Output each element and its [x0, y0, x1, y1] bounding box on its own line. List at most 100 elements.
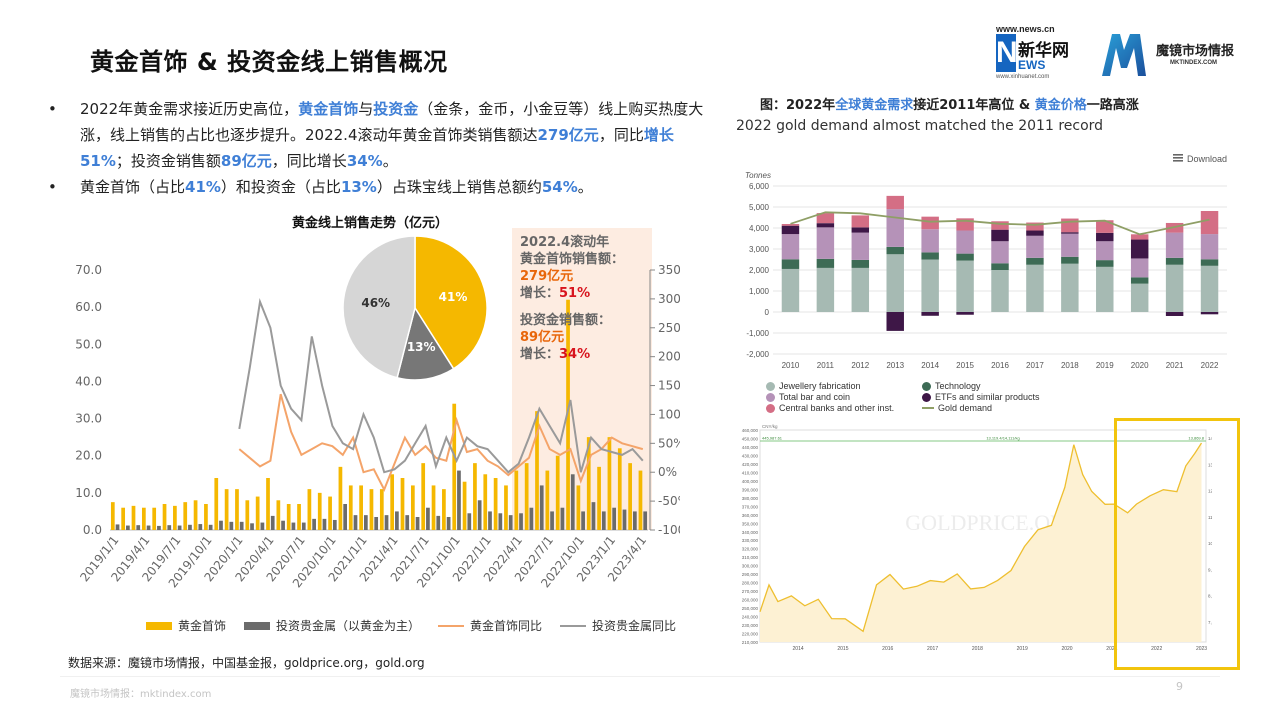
y-tick-label: 6,000 — [749, 182, 770, 191]
y-left-tick-label: 250,000 — [742, 606, 759, 611]
bar-bar-coin — [1026, 235, 1044, 258]
jewelry-bar — [504, 485, 508, 530]
investment-bar — [601, 511, 606, 530]
download-button[interactable]: Download — [1173, 154, 1227, 164]
jewelry-bar — [628, 463, 632, 530]
bar-central-banks — [1026, 222, 1044, 231]
jewelry-bar — [141, 507, 146, 530]
bar-bar-coin — [1096, 241, 1114, 261]
legend-gold-demand: Gold demand — [922, 403, 992, 413]
y-tick-label: 0 — [765, 308, 770, 317]
legend-investment-yoy: 投资贵金属同比 — [560, 617, 676, 634]
jewelry-bar — [121, 507, 126, 530]
investment-bar — [570, 474, 575, 530]
jewelry-bar — [535, 411, 539, 530]
investment-bar — [446, 517, 451, 530]
y-left-tick-label: 210,000 — [742, 640, 759, 645]
y-left-tick-label: 400,000 — [742, 479, 759, 484]
jewelry-bar — [359, 485, 363, 530]
bar-etf — [1026, 230, 1044, 236]
x-tick-label: 2022 — [1151, 646, 1162, 652]
menu-icon — [1173, 154, 1183, 156]
y-left-tick-label: 420,000 — [742, 462, 759, 467]
y-left-tick-label: 240,000 — [742, 615, 759, 620]
y-right-tick-label: 13,000 — [1208, 462, 1212, 467]
investment-bar — [612, 507, 617, 530]
y-left-tick-label: 40.0 — [75, 374, 102, 388]
y-right-tick-label: 10,000 — [1208, 541, 1212, 546]
x-tick-label: 2019 — [1096, 361, 1114, 370]
legend-bar-coin: Total bar and coin — [766, 392, 850, 402]
jewelry-bar — [638, 470, 643, 530]
bar-bar-coin — [816, 227, 835, 259]
legend-swatch — [766, 392, 775, 402]
investment-bar — [250, 523, 254, 530]
y-left-tick-label: 30.0 — [75, 412, 102, 426]
legend-swatch — [560, 624, 587, 627]
bar-bar-coin — [851, 232, 870, 260]
bar-etf — [921, 312, 939, 316]
y-left-tick-label: 430,000 — [742, 453, 759, 458]
y-left-tick-label: 220,000 — [742, 632, 759, 637]
investment-bar — [374, 517, 379, 530]
jewelry-bar — [545, 470, 550, 530]
menu-icon — [1173, 157, 1183, 159]
bar-jewellery — [991, 270, 1009, 312]
pie-slice-label: 13% — [407, 340, 436, 354]
jewelry-bar — [255, 496, 260, 530]
investment-bar — [167, 525, 172, 530]
investment-bar — [291, 522, 296, 530]
bar-jewellery — [956, 260, 974, 312]
x-tick-label: 2016 — [882, 646, 893, 652]
price-line — [759, 442, 1203, 633]
chart-legend: 黄金首饰 投资贵金属（以黄金为主） 黄金首饰同比 投资贵金属同比 — [146, 617, 676, 634]
investment-bar — [260, 522, 265, 530]
right-figure-subtitle: 2022 gold demand almost matched the 2011… — [736, 118, 1104, 134]
bar-bar-coin — [781, 234, 800, 260]
xinhua-logo: www.news.cn N 新华网 EWS www.xinhuanet.com — [996, 24, 1069, 80]
jewelry-bar — [410, 485, 415, 530]
investment-bar — [539, 485, 544, 530]
bar-bar-coin — [1200, 234, 1219, 260]
bar-technology — [781, 259, 800, 269]
y-right-tick-label: 250% — [658, 321, 680, 335]
investment-bar — [457, 470, 461, 530]
investment-bar — [529, 507, 534, 530]
y-right-tick-label: 100% — [658, 407, 680, 421]
bar-technology — [956, 253, 974, 261]
jewelry-bar — [483, 474, 488, 530]
investment-bar — [115, 524, 120, 530]
y-right-tick-label: 300% — [658, 292, 680, 306]
x-tick-label: 2015 — [837, 646, 848, 652]
y-right-tick-label: -50% — [658, 494, 680, 508]
y-tick-label: -2,000 — [746, 350, 769, 359]
bar-jewellery — [1130, 283, 1149, 312]
bar-central-banks — [991, 221, 1009, 230]
investment-bar — [146, 525, 151, 530]
y-right-tick-label: 50% — [658, 436, 680, 450]
investment-bar — [219, 520, 223, 530]
y-left-tick-label: 340,000 — [742, 530, 759, 535]
download-label: Download — [1187, 154, 1227, 164]
jewelry-bar — [338, 466, 343, 530]
y-left-tick-label: 320,000 — [742, 547, 759, 552]
y-left-tick-label: 360,000 — [742, 513, 759, 518]
pie-slice — [396, 306, 455, 380]
y-left-tick-label: 380,000 — [742, 496, 759, 501]
y-left-tick-label: 60.0 — [75, 300, 102, 314]
jewelry-bar — [524, 463, 529, 530]
investment-bar — [229, 521, 234, 530]
y-right-tick-label: 11,000 — [1208, 515, 1212, 520]
investment-bar — [157, 525, 161, 530]
jewelry-bar — [224, 489, 229, 530]
bar-technology — [1200, 259, 1219, 266]
legend-jewelry: 黄金首饰 — [146, 617, 226, 634]
investment-bar — [415, 517, 420, 530]
bar-etf — [1165, 312, 1184, 316]
investment-bar — [177, 525, 182, 530]
y-axis-label: Tonnes — [745, 171, 771, 180]
y-tick-label: 3,000 — [749, 245, 770, 254]
jewelry-bar — [566, 299, 570, 530]
legend-swatch — [766, 403, 775, 413]
investment-bar — [488, 511, 492, 530]
